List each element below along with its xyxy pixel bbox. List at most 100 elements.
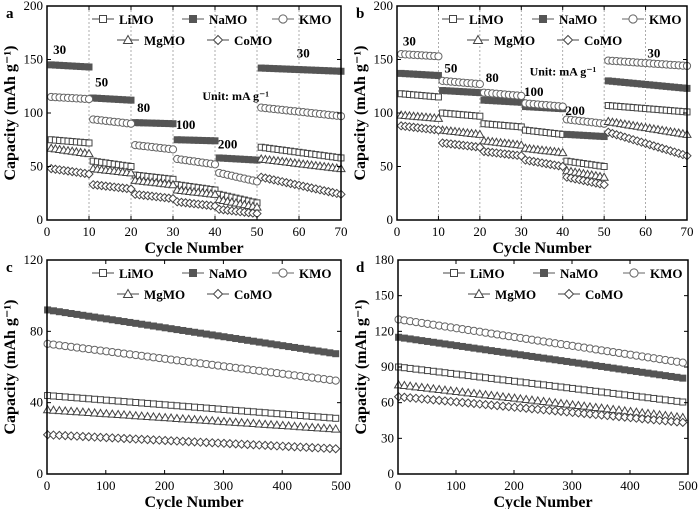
data-point-mgmo — [60, 405, 71, 415]
data-point-kmo — [558, 102, 567, 111]
data-point-mgmo — [527, 395, 537, 404]
x-tick-label: 0 — [44, 224, 51, 239]
data-point-namo — [540, 354, 548, 362]
data-point-limo — [435, 368, 443, 376]
data-point-limo — [609, 389, 617, 397]
data-point-como — [142, 434, 153, 445]
y-tick-label: 100 — [24, 105, 44, 120]
data-point-namo — [220, 333, 228, 341]
legend-label-limo: LiMO — [470, 266, 505, 281]
data-point-como — [331, 444, 341, 454]
data-point-mgmo — [54, 405, 65, 415]
rate-label: 200 — [218, 136, 238, 151]
data-point-limo — [61, 393, 69, 401]
legend-marker-como — [562, 34, 574, 46]
legend-marker-namo — [189, 15, 197, 23]
data-point-limo — [528, 379, 536, 387]
data-point-namo — [418, 337, 426, 345]
x-tick-label: 30 — [515, 224, 528, 239]
data-point-namo — [673, 373, 681, 381]
x-tick-label: 400 — [272, 478, 292, 493]
y-tick-label: 0 — [387, 212, 394, 227]
y-tick-label: 120 — [375, 323, 395, 338]
plot-frame — [397, 259, 689, 475]
data-point-limo — [185, 403, 193, 411]
data-point-limo — [540, 381, 548, 389]
x-tick-label: 50 — [598, 224, 611, 239]
data-point-namo — [302, 345, 310, 353]
data-point-como — [469, 398, 479, 409]
data-point-namo — [569, 358, 577, 366]
y-axis-label: Capacity (mAh g⁻¹) — [352, 45, 369, 180]
data-point-namo — [261, 339, 269, 347]
data-point-mgmo — [451, 386, 462, 396]
data-point-limo — [285, 411, 293, 419]
data-point-mgmo — [95, 408, 106, 417]
data-point-limo — [132, 399, 140, 407]
data-point-limo — [97, 396, 105, 404]
data-point-mgmo — [433, 113, 444, 122]
data-point-limo — [220, 405, 228, 413]
data-point-namo — [453, 342, 461, 350]
data-point-limo — [434, 93, 442, 101]
data-point-como — [113, 433, 123, 443]
data-point-mgmo — [136, 411, 147, 420]
data-point-limo — [476, 112, 484, 120]
legend-label-limo: LiMO — [119, 266, 154, 281]
data-point-mgmo — [195, 415, 206, 424]
data-point-namo — [285, 343, 293, 351]
data-point-namo — [522, 352, 530, 360]
data-point-limo — [644, 394, 652, 402]
data-point-namo — [296, 344, 304, 352]
data-point-namo — [61, 309, 69, 317]
data-point-limo — [226, 406, 234, 414]
data-point-limo — [244, 407, 252, 415]
data-point-como — [399, 392, 410, 402]
data-point-como — [509, 402, 520, 412]
data-point-limo — [499, 376, 507, 384]
series-group — [46, 61, 346, 219]
data-point-limo — [563, 384, 571, 392]
data-point-como — [101, 432, 112, 443]
data-point-limo — [308, 412, 316, 420]
data-point-namo — [447, 341, 455, 349]
data-point-como — [195, 437, 206, 447]
data-point-limo — [326, 414, 334, 422]
data-point-como — [579, 408, 589, 419]
data-point-namo — [667, 372, 675, 380]
data-point-como — [573, 408, 584, 418]
data-point-mgmo — [289, 421, 300, 430]
data-point-como — [166, 436, 176, 446]
data-point-mgmo — [230, 417, 241, 426]
data-point-limo — [261, 409, 269, 417]
data-point-namo — [464, 343, 472, 351]
data-point-mgmo — [189, 414, 200, 424]
data-point-namo — [97, 314, 105, 322]
x-tick-label: 40 — [556, 224, 569, 239]
data-point-mgmo — [521, 394, 532, 404]
data-point-como — [283, 441, 294, 452]
data-point-namo — [196, 329, 204, 337]
data-point-limo — [191, 403, 199, 411]
data-point-como — [475, 399, 485, 409]
legend: LiMO NaMO KMO MgMO CoMO — [92, 266, 332, 302]
x-tick-label: 400 — [620, 478, 640, 493]
data-point-mgmo — [78, 407, 88, 416]
legend-marker-como — [563, 288, 575, 300]
legend-label-kmo: KMO — [299, 12, 332, 27]
data-point-mgmo — [207, 415, 218, 425]
data-point-limo — [487, 374, 495, 382]
series-mgmo — [42, 404, 341, 433]
legend-label-mgmo: MgMO — [495, 287, 536, 302]
data-point-limo — [108, 397, 116, 405]
data-point-mgmo — [84, 148, 94, 158]
data-point-namo — [191, 328, 199, 336]
data-point-namo — [458, 342, 466, 350]
data-point-limo — [238, 407, 246, 415]
data-point-namo — [661, 372, 669, 380]
data-point-como — [119, 433, 129, 444]
data-point-como — [201, 437, 212, 448]
data-point-namo — [557, 357, 565, 365]
data-point-namo — [232, 335, 240, 343]
legend: LiMO NaMO KMO MgMO CoMO — [442, 12, 682, 48]
